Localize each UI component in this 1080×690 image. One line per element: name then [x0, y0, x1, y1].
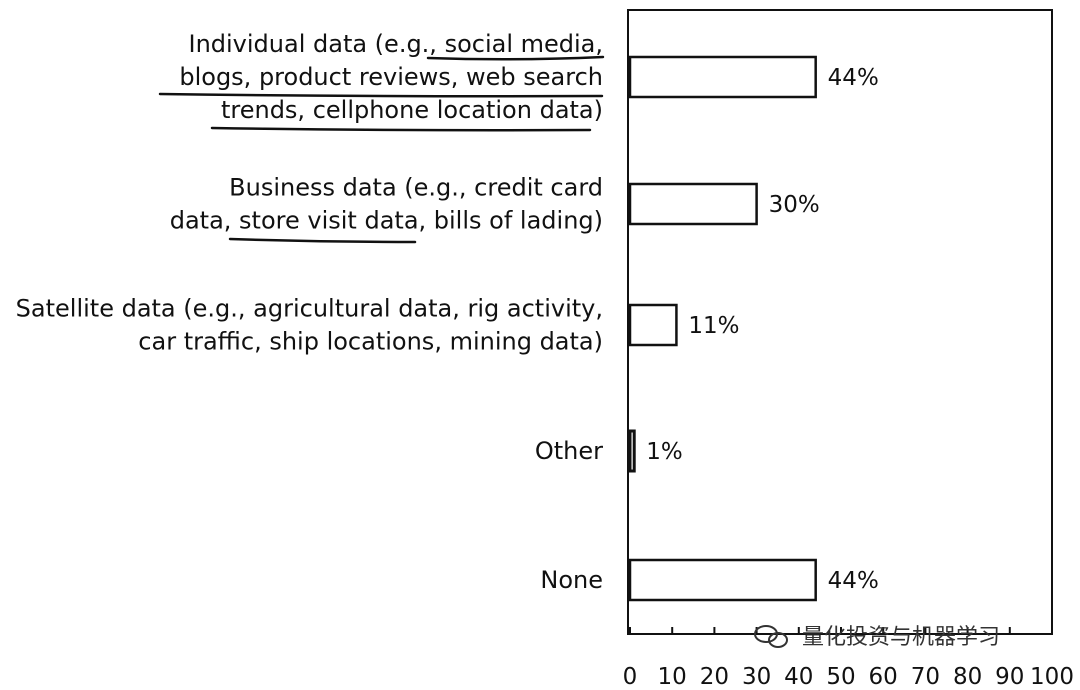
- category-label: None: [540, 566, 603, 594]
- x-tick-label: 80: [953, 664, 982, 690]
- x-tick-label: 40: [784, 664, 813, 690]
- x-tick-label: 10: [658, 664, 687, 690]
- category-label: Other: [535, 437, 603, 465]
- x-tick-label: 50: [826, 664, 855, 690]
- annotation-underline: [426, 55, 605, 61]
- x-tick-label: 20: [700, 664, 729, 690]
- wechat-icon: [754, 625, 788, 648]
- bar-value-label: 44%: [828, 65, 879, 91]
- category-label: Satellite data (e.g., agricultural data,…: [16, 295, 603, 356]
- x-tick-label: 30: [742, 664, 771, 690]
- bar: [628, 182, 758, 226]
- bar: [628, 303, 678, 347]
- x-tick-label: 60: [869, 664, 898, 690]
- bar: [628, 55, 817, 99]
- category-label-line: Other: [535, 437, 603, 465]
- category-label: Business data (e.g., credit card data, st…: [170, 174, 603, 235]
- x-tick-label: 0: [623, 664, 638, 690]
- x-tick-label: 70: [911, 664, 940, 690]
- category-label-line: Individual data (e.g., social media,: [188, 30, 603, 58]
- bar-value-label: 30%: [769, 192, 820, 218]
- category-label-line: Satellite data (e.g., agricultural data,…: [16, 295, 603, 323]
- category-label: Individual data (e.g., social media, blog…: [179, 30, 603, 124]
- category-label-line: data, store visit data, bills of lading): [170, 207, 603, 235]
- bar: [628, 429, 636, 473]
- bar-value-label: 1%: [646, 439, 683, 465]
- annotation-underline: [228, 237, 417, 244]
- x-tick-label: 90: [995, 664, 1024, 690]
- x-tick-label: 100: [1030, 664, 1074, 690]
- watermark: 量化投资与机器学习: [754, 625, 1000, 650]
- bar-value-label: 44%: [828, 568, 879, 594]
- watermark-text: 量化投资与机器学习: [802, 625, 1000, 650]
- annotation-underline: [158, 92, 604, 98]
- category-label-line: None: [540, 566, 603, 594]
- bar-value-label: 11%: [688, 313, 739, 339]
- category-label-line: Business data (e.g., credit card: [229, 174, 603, 202]
- bar: [628, 558, 817, 602]
- category-label-line: car traffic, ship locations, mining data…: [138, 328, 603, 356]
- category-label-line: trends, cellphone location data): [221, 96, 603, 124]
- annotation-underline: [210, 126, 592, 132]
- category-label-line: blogs, product reviews, web search: [179, 63, 603, 91]
